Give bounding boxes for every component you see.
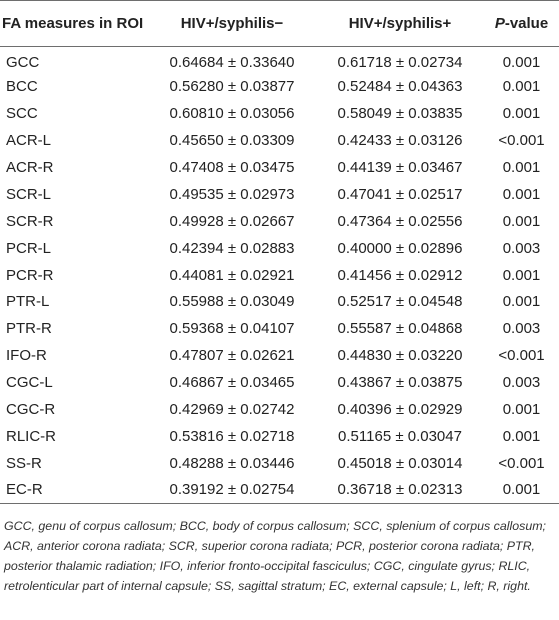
- p-value-cell: 0.003: [502, 239, 541, 257]
- hiv-syphilis-positive-cell: 0.36718 ± 0.02313: [316, 476, 484, 505]
- hiv-syphilis-negative-cell: 0.48288 ± 0.03446: [169, 454, 295, 472]
- roi-cell: GCC: [6, 53, 40, 71]
- hiv-syphilis-positive-cell: 0.55587 ± 0.04868: [337, 320, 463, 338]
- roi-cell: PCR-R: [6, 266, 54, 284]
- roi-cell: BCC: [6, 78, 38, 96]
- fa-measures-table: FA measures in ROI HIV+/syphilis− HIV+/s…: [0, 0, 559, 505]
- hiv-syphilis-negative-cell: 0.53816 ± 0.02718: [169, 427, 295, 445]
- header-roi: FA measures in ROI: [0, 0, 148, 47]
- hiv-syphilis-negative-cell: 0.59368 ± 0.04107: [169, 320, 295, 338]
- p-value-cell: <0.001: [498, 454, 545, 472]
- hiv-syphilis-positive-cell: 0.40396 ± 0.02929: [337, 401, 463, 419]
- hiv-syphilis-positive-cell: 0.51165 ± 0.03047: [338, 427, 462, 445]
- hiv-syphilis-positive-cell: 0.52517 ± 0.04548: [337, 293, 463, 311]
- table-row: SCR-L 0.49535 ± 0.02973 0.47041 ± 0.02517 0…: [0, 181, 559, 208]
- roi-cell: SS-R: [6, 454, 42, 472]
- table-row: IFO-R 0.47807 ± 0.02621 0.44830 ± 0.03220 <…: [0, 342, 559, 369]
- hiv-syphilis-negative-cell: 0.47408 ± 0.03475: [169, 159, 295, 176]
- p-value-cell: 0.001: [502, 212, 541, 230]
- table-row: PTR-L 0.55988 ± 0.03049 0.52517 ± 0.04548 0…: [0, 289, 559, 316]
- hiv-syphilis-positive-cell: 0.47364 ± 0.02556: [337, 212, 463, 230]
- hiv-syphilis-positive-cell: 0.44139 ± 0.03467: [337, 159, 463, 176]
- hiv-syphilis-negative-cell: 0.47807 ± 0.02621: [169, 347, 295, 365]
- p-value-cell: 0.001: [502, 266, 541, 284]
- roi-cell: CGC-R: [6, 401, 56, 419]
- hiv-syphilis-positive-cell: 0.52484 ± 0.04363: [337, 78, 463, 96]
- hiv-syphilis-positive-cell: 0.47041 ± 0.02517: [337, 185, 463, 203]
- table-row: RLIC-R 0.53816 ± 0.02718 0.51165 ± 0.03047…: [0, 423, 559, 450]
- hiv-syphilis-positive-cell: 0.58049 ± 0.03835: [337, 105, 463, 123]
- hiv-syphilis-negative-cell: 0.49928 ± 0.02667: [169, 212, 295, 230]
- hiv-syphilis-negative-cell: 0.64684 ± 0.33640: [169, 53, 295, 71]
- p-value-cell: <0.001: [498, 132, 545, 150]
- p-value-cell: 0.001: [502, 293, 541, 311]
- header-p-italic: P: [494, 15, 505, 32]
- header-hiv-syphilis-positive: HIV+/syphilis+: [316, 0, 484, 47]
- roi-cell: ACR-L: [6, 132, 52, 150]
- hiv-syphilis-negative-cell: 0.39192 ± 0.02754: [148, 476, 316, 505]
- hiv-syphilis-negative-cell: 0.60810 ± 0.03056: [169, 105, 295, 123]
- hiv-syphilis-negative-cell: 0.42969 ± 0.02742: [169, 401, 295, 419]
- p-value-cell: <0.001: [498, 347, 545, 365]
- hiv-syphilis-negative-cell: 0.56280 ± 0.03877: [169, 78, 295, 96]
- hiv-syphilis-negative-cell: 0.49535 ± 0.02973: [169, 185, 295, 203]
- table-row: SCR-R 0.49928 ± 0.02667 0.47364 ± 0.02556 0…: [0, 208, 559, 235]
- hiv-syphilis-positive-cell: 0.40000 ± 0.02896: [337, 239, 463, 257]
- roi-cell: CGC-L: [6, 374, 53, 392]
- table-row: EC-R 0.39192 ± 0.02754 0.36718 ± 0.02313 0.…: [0, 476, 559, 505]
- hiv-syphilis-positive-cell: 0.42433 ± 0.03126: [337, 132, 463, 150]
- table-body: GCC 0.64684 ± 0.33640 0.61718 ± 0.02734 0.0…: [0, 47, 559, 505]
- roi-cell: EC-R: [0, 476, 148, 505]
- p-value-cell: 0.001: [502, 401, 541, 419]
- p-value-cell: 0.001: [502, 185, 541, 203]
- header-p-value: P-value: [484, 0, 559, 47]
- table-row: SS-R 0.48288 ± 0.03446 0.45018 ± 0.03014 <0…: [0, 450, 559, 477]
- roi-cell: ACR-R: [6, 159, 54, 176]
- p-value-cell: 0.001: [502, 159, 541, 176]
- hiv-syphilis-negative-cell: 0.44081 ± 0.02921: [169, 266, 295, 284]
- p-value-cell: 0.001: [484, 476, 559, 505]
- hiv-syphilis-negative-cell: 0.55988 ± 0.03049: [169, 293, 295, 311]
- table-row: PTR-R 0.59368 ± 0.04107 0.55587 ± 0.04868 0…: [0, 315, 559, 342]
- p-value-cell: 0.001: [502, 427, 541, 445]
- p-value-cell: 0.003: [502, 374, 541, 392]
- hiv-syphilis-positive-cell: 0.45018 ± 0.03014: [337, 454, 463, 472]
- p-value-cell: 0.003: [502, 320, 541, 338]
- roi-cell: SCR-R: [6, 212, 54, 230]
- roi-cell: PTR-L: [6, 293, 50, 311]
- roi-cell: PTR-R: [6, 320, 52, 338]
- table-row: PCR-R 0.44081 ± 0.02921 0.41456 ± 0.02912 0…: [0, 262, 559, 289]
- p-value-cell: 0.001: [502, 105, 541, 123]
- hiv-syphilis-negative-cell: 0.45650 ± 0.03309: [169, 132, 295, 150]
- table-row: CGC-R 0.42969 ± 0.02742 0.40396 ± 0.02929 0…: [0, 396, 559, 423]
- roi-cell: RLIC-R: [6, 427, 57, 445]
- header-row: FA measures in ROI HIV+/syphilis− HIV+/s…: [0, 0, 559, 47]
- hiv-syphilis-positive-cell: 0.43867 ± 0.03875: [337, 374, 463, 392]
- table-row: PCR-L 0.42394 ± 0.02883 0.40000 ± 0.02896 0…: [0, 235, 559, 262]
- hiv-syphilis-positive-cell: 0.44830 ± 0.03220: [337, 347, 463, 365]
- roi-cell: PCR-L: [6, 239, 52, 257]
- table-row: ACR-R 0.47408 ± 0.03475 0.44139 ± 0.03467 0…: [0, 154, 559, 181]
- roi-cell: SCC: [6, 105, 38, 123]
- p-value-cell: 0.001: [502, 53, 541, 71]
- hiv-syphilis-negative-cell: 0.42394 ± 0.02883: [169, 239, 295, 257]
- table-footnote: GCC, genu of corpus callosum; BCC, body …: [4, 519, 546, 594]
- table-row: CGC-L 0.46867 ± 0.03465 0.43867 ± 0.03875 0…: [0, 369, 559, 396]
- roi-cell: SCR-L: [6, 185, 52, 203]
- p-value-cell: 0.001: [502, 78, 541, 96]
- table-row: GCC 0.64684 ± 0.33640 0.61718 ± 0.02734 0.0…: [0, 47, 559, 74]
- table-row: ACR-L 0.45650 ± 0.03309 0.42433 ± 0.03126 <…: [0, 127, 559, 154]
- header-hiv-syphilis-negative: HIV+/syphilis−: [148, 0, 316, 47]
- table-row: BCC 0.56280 ± 0.03877 0.52484 ± 0.04363 0.0…: [0, 73, 559, 100]
- table-header: FA measures in ROI HIV+/syphilis− HIV+/s…: [0, 0, 559, 47]
- hiv-syphilis-positive-cell: 0.61718 ± 0.02734: [337, 53, 463, 71]
- header-p-rest: -value: [504, 15, 549, 32]
- table-row: SCC 0.60810 ± 0.03056 0.58049 ± 0.03835 0.0…: [0, 100, 559, 127]
- roi-cell: IFO-R: [6, 347, 47, 365]
- hiv-syphilis-negative-cell: 0.46867 ± 0.03465: [169, 374, 295, 392]
- hiv-syphilis-positive-cell: 0.41456 ± 0.02912: [337, 266, 463, 284]
